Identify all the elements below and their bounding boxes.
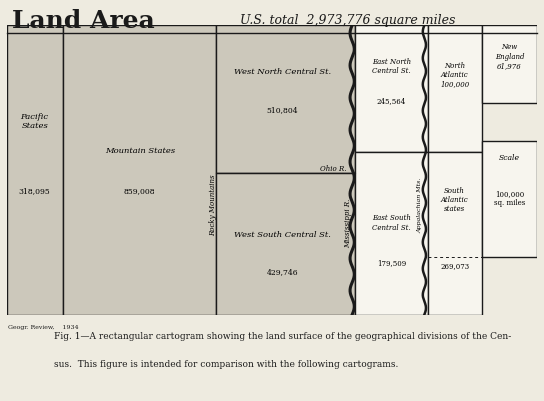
Text: Fig. 1—A rectangular cartogram showing the land surface of the geographical divi: Fig. 1—A rectangular cartogram showing t…: [54, 331, 512, 340]
Bar: [482, 142, 537, 257]
Text: New
England
61,976: New England 61,976: [495, 43, 524, 69]
Bar: [482, 26, 537, 104]
Text: North
Atlantic
100,000: North Atlantic 100,000: [440, 62, 469, 88]
Bar: [7, 26, 63, 315]
Bar: [428, 153, 482, 315]
Text: 429,746: 429,746: [267, 267, 299, 275]
Text: 100,000
sq. miles: 100,000 sq. miles: [494, 189, 525, 207]
Text: 510,804: 510,804: [267, 106, 299, 114]
Text: Ohio R.: Ohio R.: [320, 165, 347, 173]
Text: 318,095: 318,095: [19, 186, 51, 194]
Text: Mountain States: Mountain States: [105, 146, 175, 154]
Text: Land Area: Land Area: [12, 8, 154, 32]
Text: West North Central St.: West North Central St.: [234, 68, 331, 76]
Bar: [217, 173, 355, 315]
Text: Pacific
States: Pacific States: [21, 113, 49, 130]
Text: U.S. total  2,973,776 square miles: U.S. total 2,973,776 square miles: [240, 14, 455, 27]
Text: Scale: Scale: [499, 154, 520, 162]
Bar: [63, 26, 217, 315]
Bar: [355, 26, 428, 153]
Text: South
Atlantic
states: South Atlantic states: [441, 186, 468, 213]
Text: Appalachian Mts.: Appalachian Mts.: [418, 178, 423, 233]
Bar: [355, 153, 428, 315]
Text: West South Central St.: West South Central St.: [234, 230, 331, 238]
Text: sus.  This figure is intended for comparison with the following cartograms.: sus. This figure is intended for compari…: [54, 359, 399, 368]
Text: 179,509: 179,509: [377, 259, 406, 267]
Bar: [217, 26, 355, 173]
Text: Mississippi R.: Mississippi R.: [344, 198, 352, 247]
Text: Rocky Mountains: Rocky Mountains: [209, 174, 218, 236]
Text: 269,073: 269,073: [440, 262, 469, 270]
Bar: [428, 26, 482, 153]
Text: Geogr. Review,    1934: Geogr. Review, 1934: [8, 324, 79, 329]
Text: East North
Central St.: East North Central St.: [372, 58, 411, 75]
Text: 245,564: 245,564: [377, 97, 406, 105]
Text: East South
Central St.: East South Central St.: [372, 214, 411, 231]
Text: 859,008: 859,008: [124, 186, 156, 194]
